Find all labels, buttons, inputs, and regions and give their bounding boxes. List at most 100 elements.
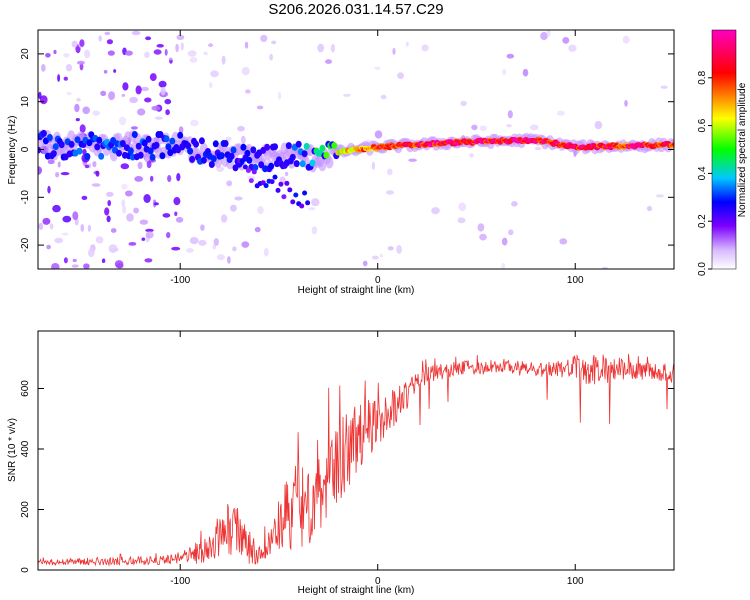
spectrogram-noise-cell [271,40,277,45]
spectrogram-noise-cell [556,110,565,116]
spectrogram-noise-cell [506,53,515,59]
spectrogram-noise-cell [91,183,101,187]
spectrogram-noise-cell [103,69,108,74]
spectrogram-noise-cell [38,166,42,175]
spectrogram-ridge-cell [141,139,148,147]
spectrogram-noise-cell [71,40,78,48]
spectrogram-noise-cell [122,82,129,91]
spectrogram-ridge-cell [228,152,235,160]
spectrogram-noise-cell [76,98,81,102]
spectrogram-y-tick-label: 20 [20,48,31,60]
snr-series [38,353,674,567]
spectrogram-branch-cell [248,178,254,184]
spectrogram-noise-cell [51,263,60,269]
spectrogram-noise-cell [153,49,162,55]
spectrogram-ridge-cell [127,147,134,155]
spectrogram-noise-cell [240,135,246,145]
spectrogram-noise-cell [325,59,332,64]
spectrogram-noise-cell [522,68,529,77]
spectrogram-noise-cell [84,49,91,59]
spectrogram-noise-cell [145,36,152,41]
spectrogram-branch-cell [245,168,251,173]
spectrogram-noise-cell [47,159,55,165]
spectrogram-noise-cell [546,30,551,37]
spectrogram-noise-cell [175,43,179,53]
spectrogram-noise-cell [397,72,404,79]
spectrogram-noise-cell [140,86,149,92]
spectrogram-noise-cell [84,164,90,169]
spectrogram-noise-cell [374,66,381,70]
spectrogram-noise-cell [151,105,161,111]
spectrogram-noise-cell [225,136,232,142]
spectrogram-noise-cell [511,201,518,207]
spectrogram-branch-cell [275,187,281,193]
spectrogram-noise-cell [55,172,60,178]
spectrogram-noise-cell [79,62,84,71]
spectrogram-ridge-cell [153,141,160,149]
colorbar-label: Normalized spectral amplitude [737,82,748,217]
colorbar-tick-label: 0.8 [697,70,708,84]
spectrogram-noise-cell [210,70,219,78]
spectrogram-ridge-cell [38,146,41,154]
spectrogram-noise-cell [83,263,90,269]
spectrogram-noise-cell [216,254,225,261]
spectrogram-noise-cell [42,217,51,225]
spectrogram-noise-cell [87,224,91,232]
spectrogram-noise-cell [392,47,396,55]
spectrogram-noise-cell [189,57,198,63]
snr-y-ticks: 0 200 400 600 [20,380,674,573]
spectrogram-noise-cell [108,244,118,254]
spectrogram-noise-cell [100,90,107,97]
snr-y-tick-label: 400 [20,440,31,457]
spectrogram-noise-cell [107,50,115,56]
spectrogram-x-tick-label: 100 [567,275,584,286]
spectrogram-noise-cell [113,69,117,73]
snr-panel: -100 0 100 0 200 400 600 Height of straight l… [7,330,675,596]
spectrogram-noise-cell [63,257,68,264]
colorbar-gradient [711,29,737,270]
spectrogram-noise-cell [241,241,250,248]
spectrogram-noise-cell [622,35,630,44]
spectrogram-ridge-cell [74,136,81,144]
spectrogram-noise-cell [120,163,130,170]
snr-line [38,353,674,567]
spectrogram-noise-cell [594,121,603,130]
spectrogram-noise-cell [431,207,440,215]
spectrogram-ridge-cell [165,143,172,151]
spectrogram-noise-cell [121,199,126,208]
spectrogram-noise-cell [62,215,72,223]
spectrogram-noise-cell [128,242,137,246]
spectrogram-noise-cell [380,94,387,100]
spectrogram-noise-cell [362,260,368,267]
spectrogram-ridge-cell [230,146,237,154]
spectrogram-ridge-cell [40,129,47,137]
spectrogram-noise-cell [460,100,467,107]
spectrogram-noise-cell [158,80,167,88]
spectrogram-noise-cell [45,53,51,58]
spectrogram-ridge-cell [212,140,219,148]
spectrogram-noise-cell [508,229,514,236]
spectrogram-noise-cell [134,176,144,182]
spectrogram-noise-cell [76,60,85,65]
spectrogram-branch-cell [302,190,308,196]
spectrogram-ridge-cell [222,140,229,147]
spectrogram-noise-cell [660,85,668,89]
spectrogram-noise-cell [153,202,159,206]
spectrogram-noise-cell [278,91,282,100]
spectrogram-noise-cell [506,124,512,128]
snr-frame [37,330,675,571]
spectrogram-noise-cell [469,153,474,158]
snr-y-tick-label: 600 [20,380,31,397]
spectrogram-noise-cell [245,89,251,94]
spectrogram-ridge-cell [119,140,126,147]
spectrogram-ridge-cell [303,142,310,150]
spectrogram-noise-cell [173,197,181,206]
spectrogram-ridge-cell [58,141,65,149]
spectrogram-noise-cell [118,116,127,126]
spectrogram-ridge-cell [200,156,207,164]
spectrogram-ridge-cell [76,147,83,155]
spectrogram-noise-cell [108,91,116,101]
spectrogram-noise-cell [46,244,51,250]
spectrogram-ridge-cell [193,140,199,148]
spectrogram-ridge-cell [295,140,302,148]
